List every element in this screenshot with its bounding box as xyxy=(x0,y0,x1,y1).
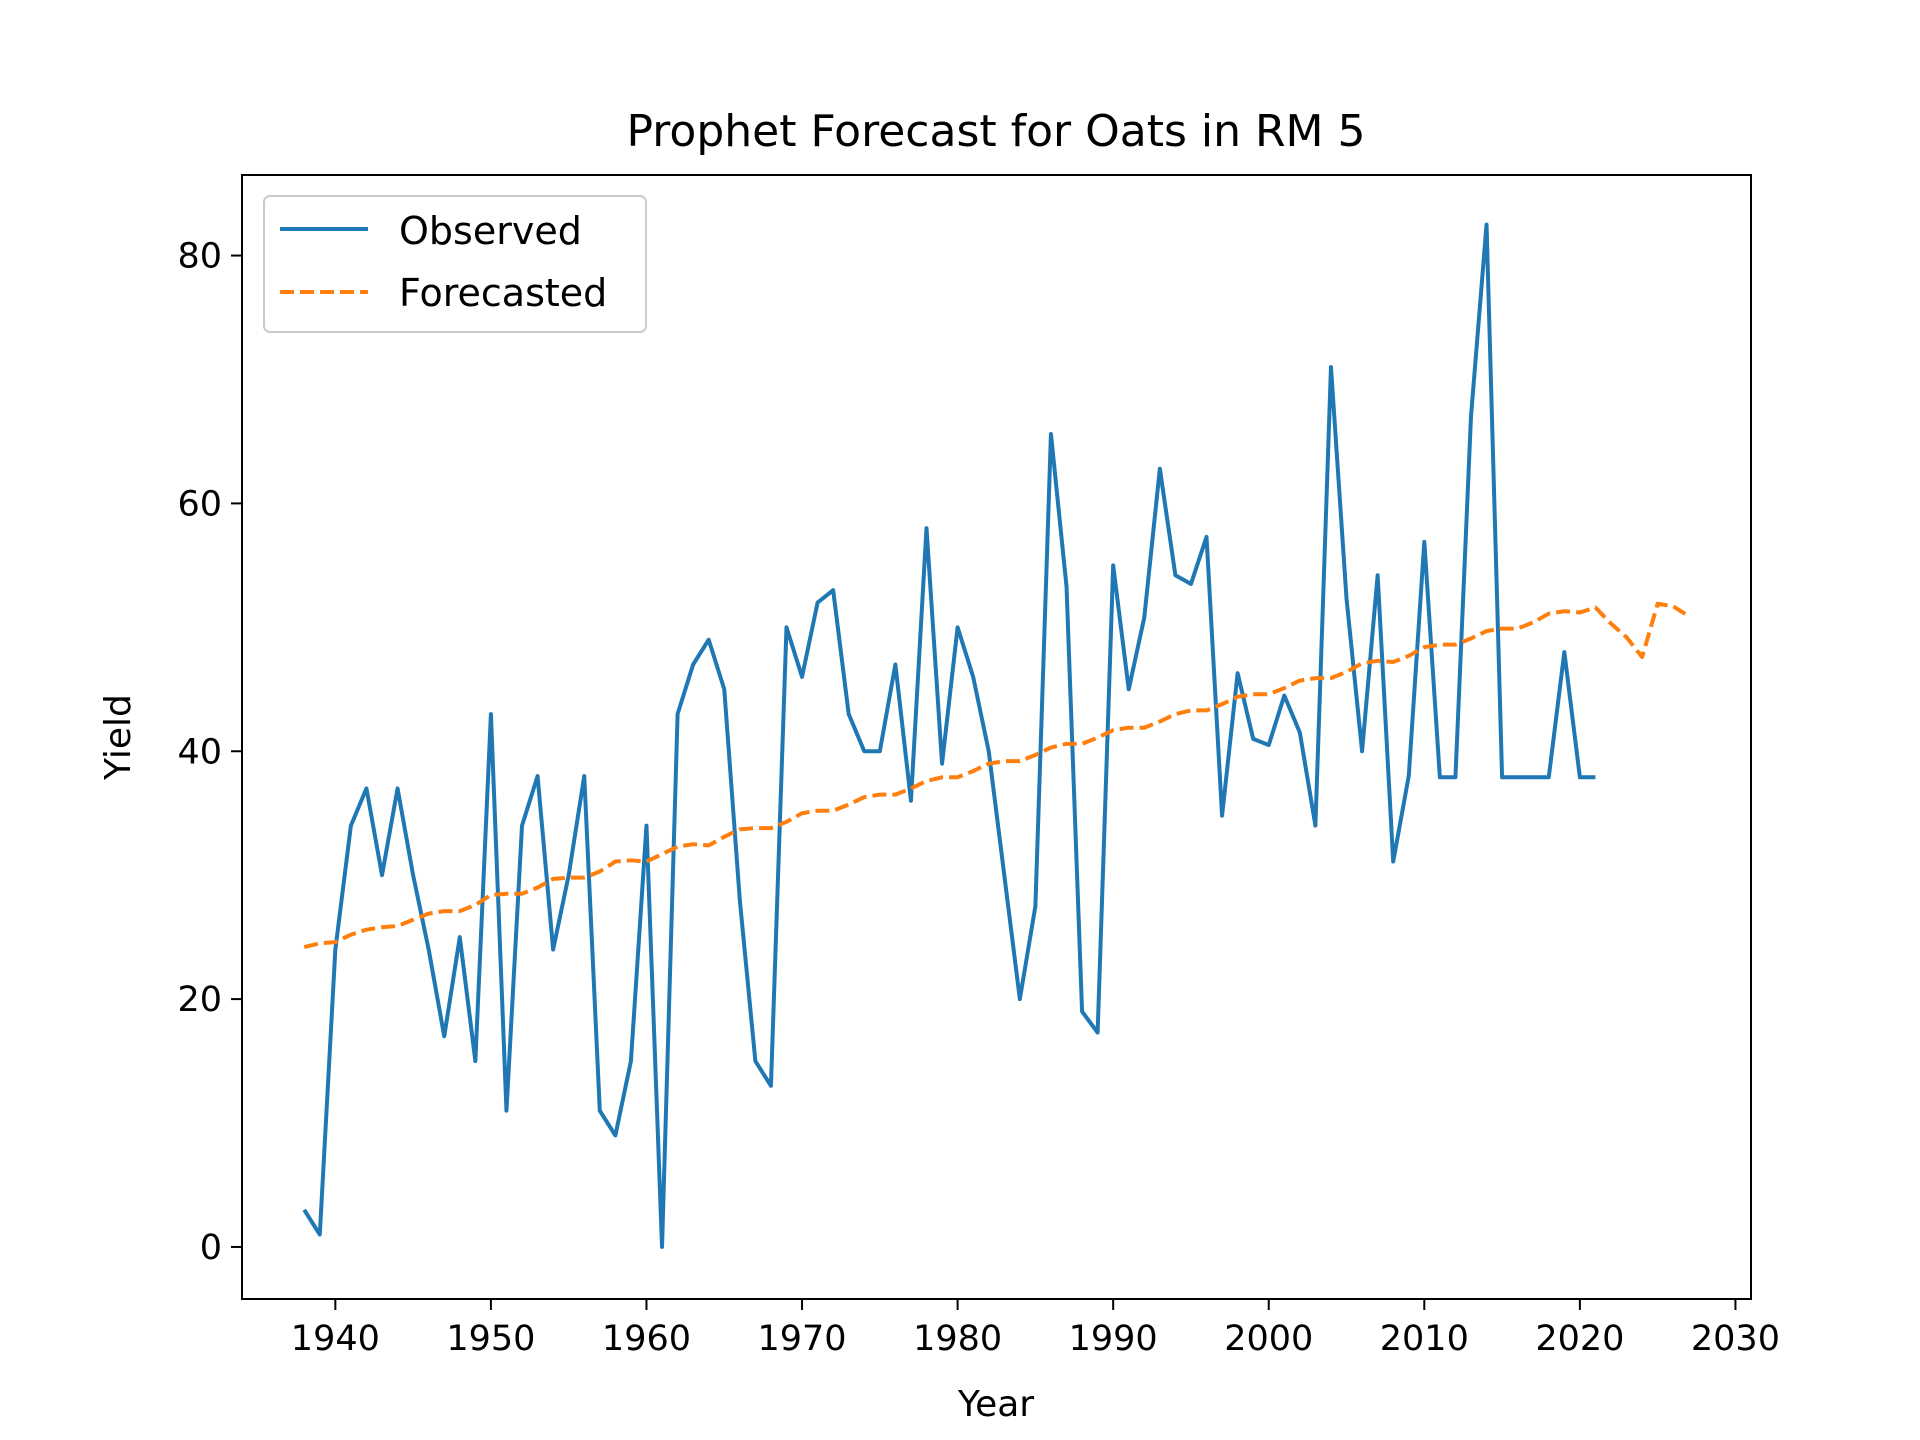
y-tick-label: 60 xyxy=(177,484,222,524)
plot-frame xyxy=(241,174,1752,1300)
x-tick-label: 1940 xyxy=(291,1319,380,1359)
series-line-observed xyxy=(302,222,1596,1249)
plot-area xyxy=(242,175,1751,1299)
x-tick-label: 1990 xyxy=(1069,1319,1158,1359)
x-tick-label: 1980 xyxy=(913,1319,1002,1359)
x-axis: 1940 1950 1960 1970 1980 1990 2000 2010 2020 2030 xyxy=(291,1299,1780,1359)
x-tick-label: 2030 xyxy=(1691,1319,1780,1359)
x-tick-label: 1950 xyxy=(446,1319,535,1359)
y-axis-label: Yield xyxy=(98,694,139,781)
legend-label-observed: Observed xyxy=(399,209,582,253)
x-tick-label: 2020 xyxy=(1535,1319,1624,1359)
x-tick-label: 2010 xyxy=(1380,1319,1469,1359)
legend: Observed Forecasted xyxy=(263,195,647,333)
series-layer xyxy=(302,222,1690,1249)
y-tick-label: 40 xyxy=(177,732,222,772)
x-tick-label: 2000 xyxy=(1224,1319,1313,1359)
y-tick-label: 80 xyxy=(177,237,222,277)
chart-title: Prophet Forecast for Oats in RM 5 xyxy=(627,106,1366,157)
y-axis: 0 20 40 60 80 xyxy=(177,237,242,1268)
x-tick-label: 1970 xyxy=(758,1319,847,1359)
legend-label-forecasted: Forecasted xyxy=(399,271,607,315)
series-line-forecasted xyxy=(303,601,1690,949)
x-tick-label: 1960 xyxy=(602,1319,691,1359)
x-axis-label: Year xyxy=(957,1384,1034,1425)
y-tick-label: 20 xyxy=(177,980,222,1020)
y-tick-label: 0 xyxy=(200,1228,222,1268)
